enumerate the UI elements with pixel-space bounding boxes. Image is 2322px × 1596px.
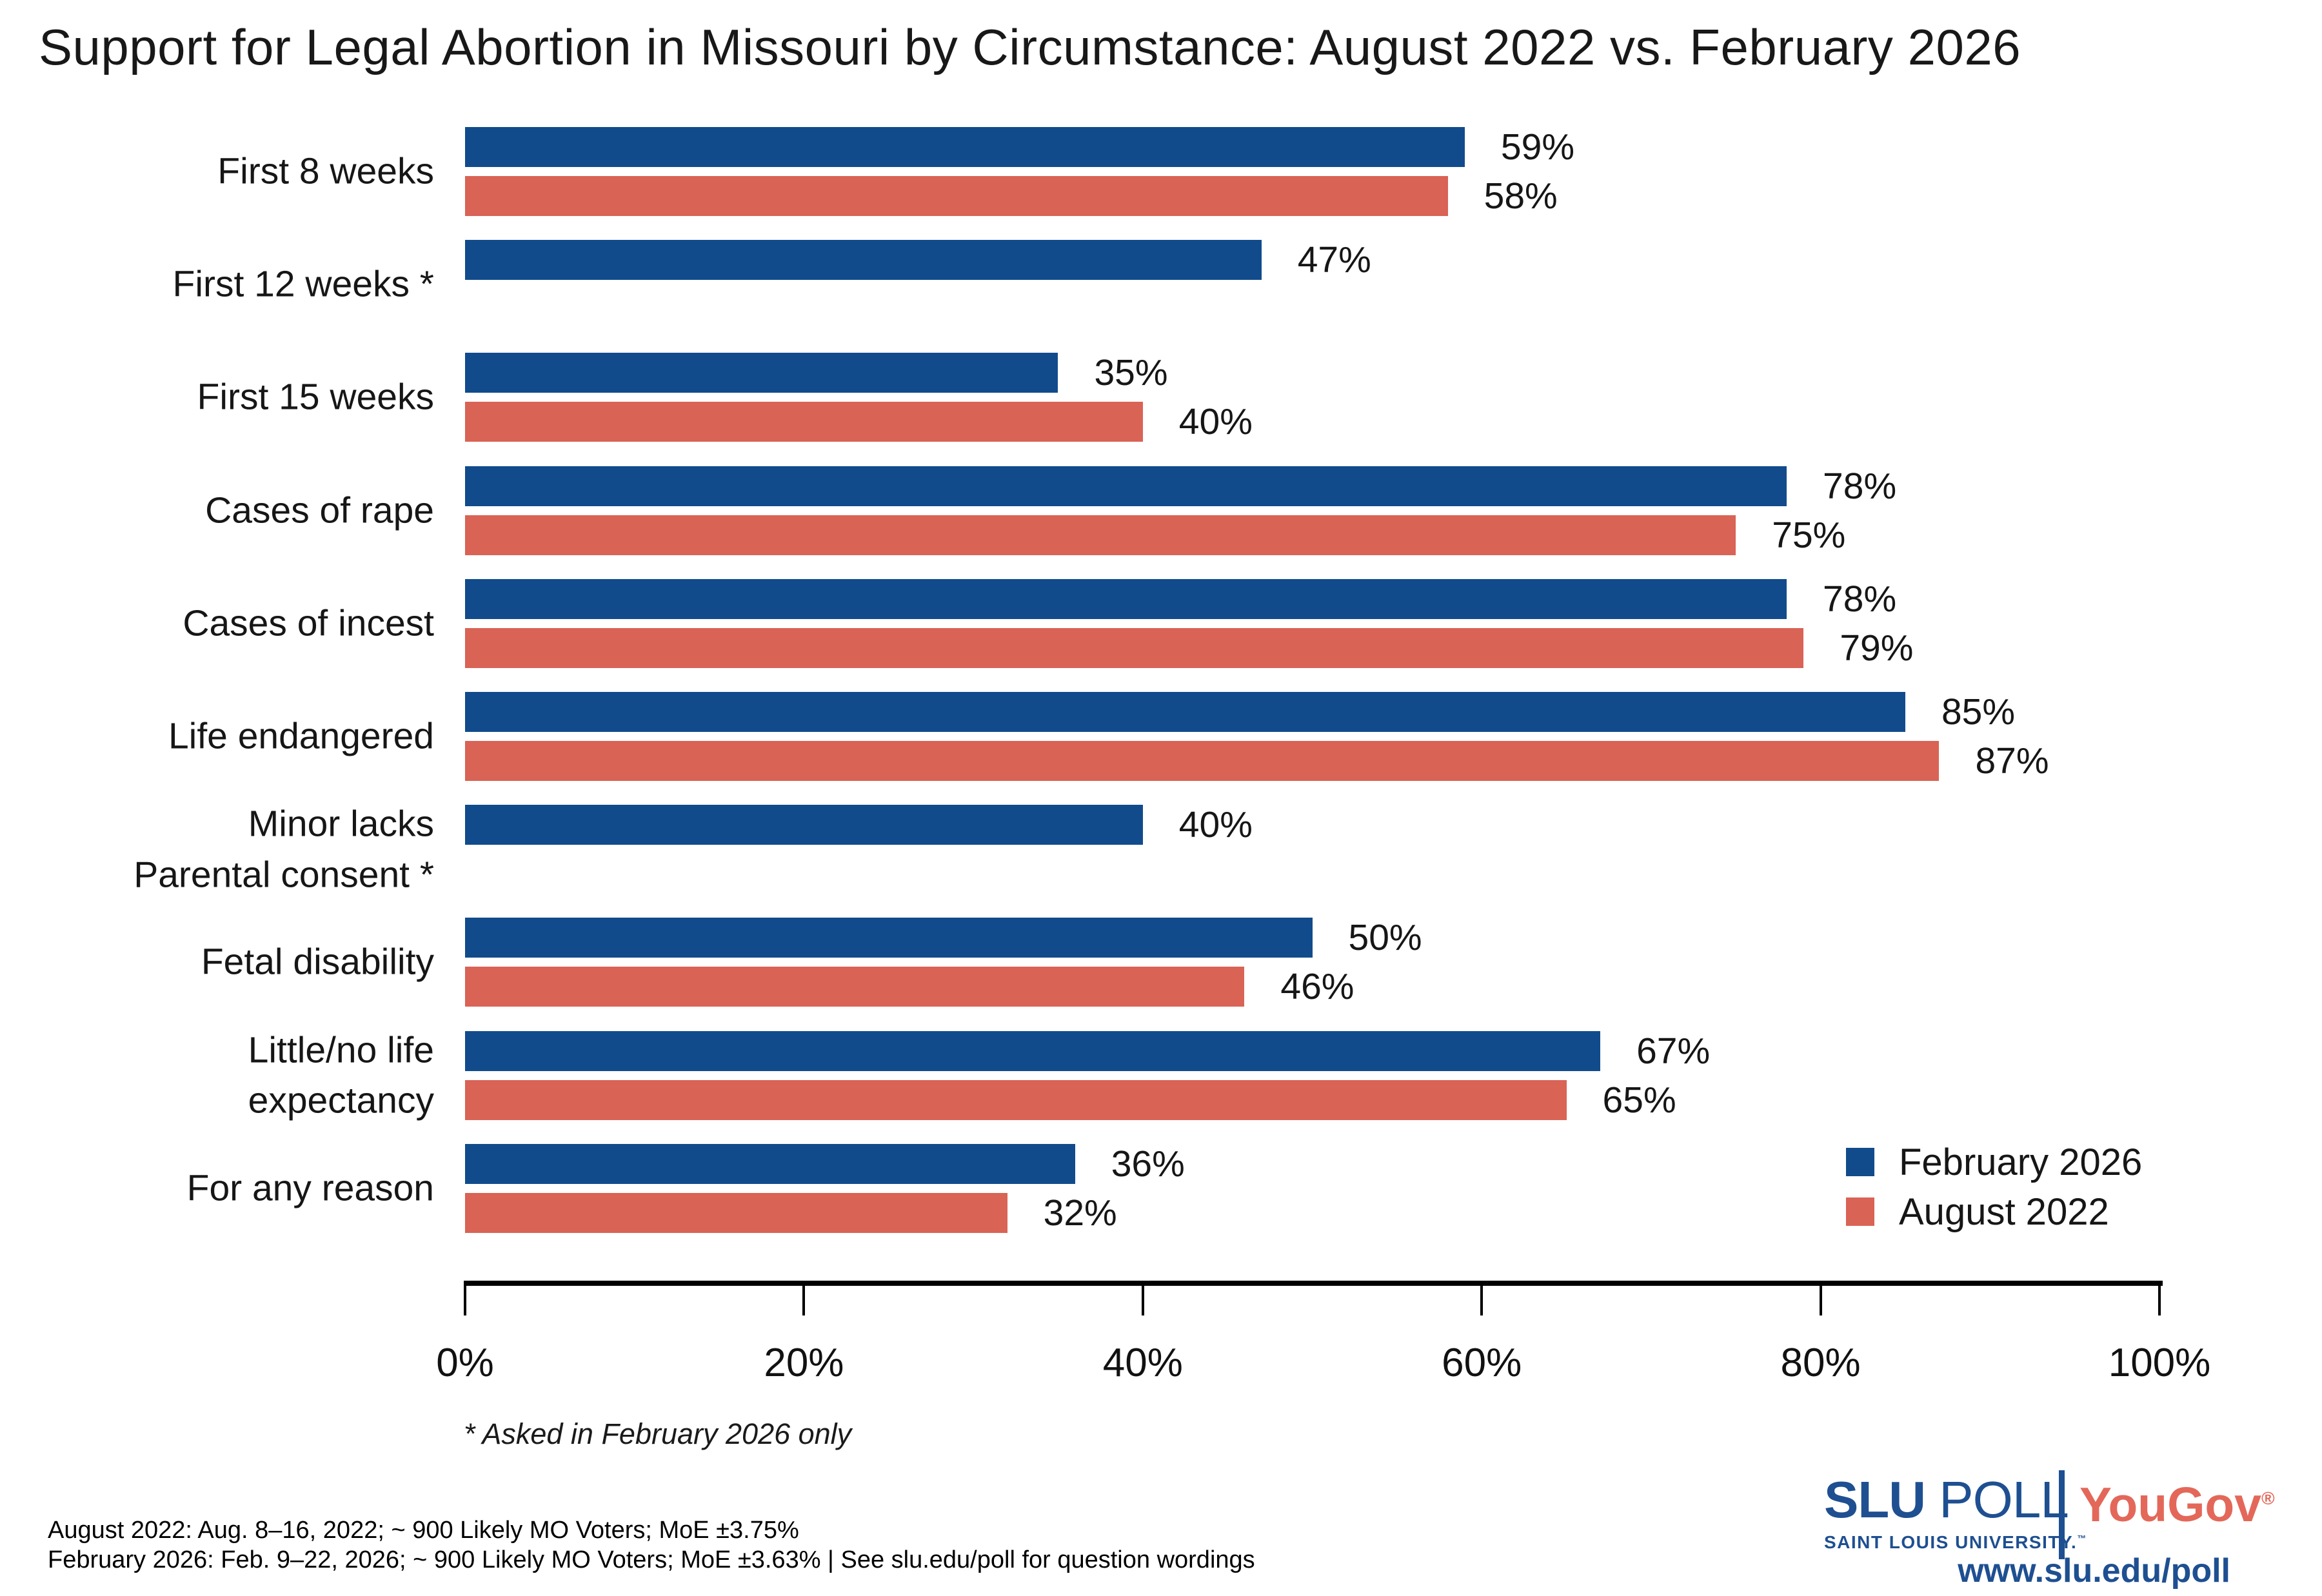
bar-february-2026 <box>465 805 1143 845</box>
category-label: First 15 weeks <box>197 377 434 419</box>
legend-item-august-2022: August 2022 <box>1846 1190 2109 1233</box>
value-label: 46% <box>1280 966 1354 1008</box>
category-label: Cases of incest <box>183 602 434 644</box>
slu-logo-text: SLU <box>1824 1471 1926 1528</box>
footer-line-1: August 2022: Aug. 8–16, 2022; ~ 900 Like… <box>48 1517 799 1544</box>
x-tick-label: 100% <box>2108 1341 2211 1385</box>
value-label: 67% <box>1636 1030 1711 1072</box>
bar-august-2022 <box>465 967 1245 1007</box>
value-label: 40% <box>1178 804 1253 846</box>
logo-divider <box>2059 1470 2065 1559</box>
value-label: 78% <box>1823 578 1897 620</box>
value-label: 75% <box>1772 514 1846 556</box>
x-tick-label: 60% <box>1442 1341 1522 1385</box>
bar-august-2022 <box>465 627 1804 668</box>
legend-swatch-aug <box>1846 1197 1874 1226</box>
category-label: Cases of rape <box>205 489 434 531</box>
slu-university-text: SAINT LOUIS UNIVERSITY. <box>1824 1532 2078 1552</box>
category-label: First 8 weeks <box>217 150 434 192</box>
footer-line-2: February 2026: Feb. 9–22, 2026; ~ 900 Li… <box>48 1546 1255 1574</box>
slu-poll-logo: SLU POLL <box>1824 1474 2069 1526</box>
value-label: 78% <box>1823 465 1897 507</box>
bar-february-2026 <box>465 240 1262 281</box>
value-label: 59% <box>1500 126 1575 168</box>
legend-label-august-2022: August 2022 <box>1899 1190 2109 1233</box>
bar-february-2026 <box>465 1143 1075 1184</box>
x-tick-label: 20% <box>764 1341 844 1385</box>
value-label: 85% <box>1941 691 2016 733</box>
x-tick-label: 40% <box>1102 1341 1183 1385</box>
bar-february-2026 <box>465 127 1465 167</box>
x-tick <box>464 1286 466 1315</box>
value-label: 36% <box>1111 1143 1185 1185</box>
legend-label-february-2026: February 2026 <box>1899 1141 2143 1183</box>
x-tick <box>1141 1286 1144 1315</box>
chart-title: Support for Legal Abortion in Missouri b… <box>39 19 2021 75</box>
bar-august-2022 <box>465 515 1736 555</box>
category-label: First 12 weeks * <box>172 263 434 305</box>
category-label: Little/no life expectancy <box>248 1029 434 1121</box>
x-tick <box>1819 1286 1822 1315</box>
yougov-logo: YouGov® <box>2079 1481 2275 1529</box>
category-label: Fetal disability <box>201 941 434 983</box>
category-label: Life endangered <box>168 715 434 757</box>
legend-item-february-2026: February 2026 <box>1846 1141 2143 1183</box>
x-tick <box>2158 1286 2161 1315</box>
bar-august-2022 <box>465 1192 1007 1233</box>
value-label: 87% <box>1975 740 2049 782</box>
bar-august-2022 <box>465 402 1143 442</box>
category-label: Minor lacks Parental consent * <box>134 803 434 896</box>
poll-logo-text: POLL <box>1939 1471 2069 1528</box>
bar-february-2026 <box>465 353 1058 393</box>
value-label: 50% <box>1348 917 1422 959</box>
registered-symbol: ® <box>2261 1488 2275 1508</box>
bar-august-2022 <box>465 176 1448 216</box>
bar-february-2026 <box>465 918 1313 958</box>
footer-disclaimer: August 2022: Aug. 8–16, 2022; ~ 900 Like… <box>48 1515 1255 1575</box>
yougov-text: YouGov <box>2079 1477 2261 1532</box>
chart-footnote: * Asked in February 2026 only <box>464 1417 852 1450</box>
category-label: For any reason <box>186 1167 434 1209</box>
slu-poll-url: www.slu.edu/poll <box>1958 1552 2230 1590</box>
x-axis-line <box>464 1281 2163 1286</box>
bar-february-2026 <box>465 466 1787 506</box>
x-tick-label: 0% <box>436 1341 494 1385</box>
value-label: 79% <box>1840 627 1914 669</box>
branding-block: SLU POLL SAINT LOUIS UNIVERSITY.™ YouGov… <box>1819 1468 2275 1594</box>
x-tick <box>1480 1286 1484 1315</box>
bar-august-2022 <box>465 1079 1567 1120</box>
bar-february-2026 <box>465 692 1905 732</box>
value-label: 65% <box>1602 1079 1676 1121</box>
x-tick <box>802 1286 806 1315</box>
legend-swatch-feb <box>1846 1148 1874 1176</box>
value-label: 35% <box>1094 352 1168 394</box>
value-label: 40% <box>1178 401 1253 443</box>
slu-university-wordmark: SAINT LOUIS UNIVERSITY.™ <box>1824 1532 2087 1553</box>
value-label: 47% <box>1297 239 1371 281</box>
value-label: 58% <box>1484 175 1558 217</box>
bar-february-2026 <box>465 578 1787 619</box>
trademark-symbol: ™ <box>2077 1533 2087 1544</box>
value-label: 32% <box>1043 1192 1117 1234</box>
bar-august-2022 <box>465 741 1940 781</box>
bar-february-2026 <box>465 1030 1601 1071</box>
x-tick-label: 80% <box>1780 1341 1861 1385</box>
